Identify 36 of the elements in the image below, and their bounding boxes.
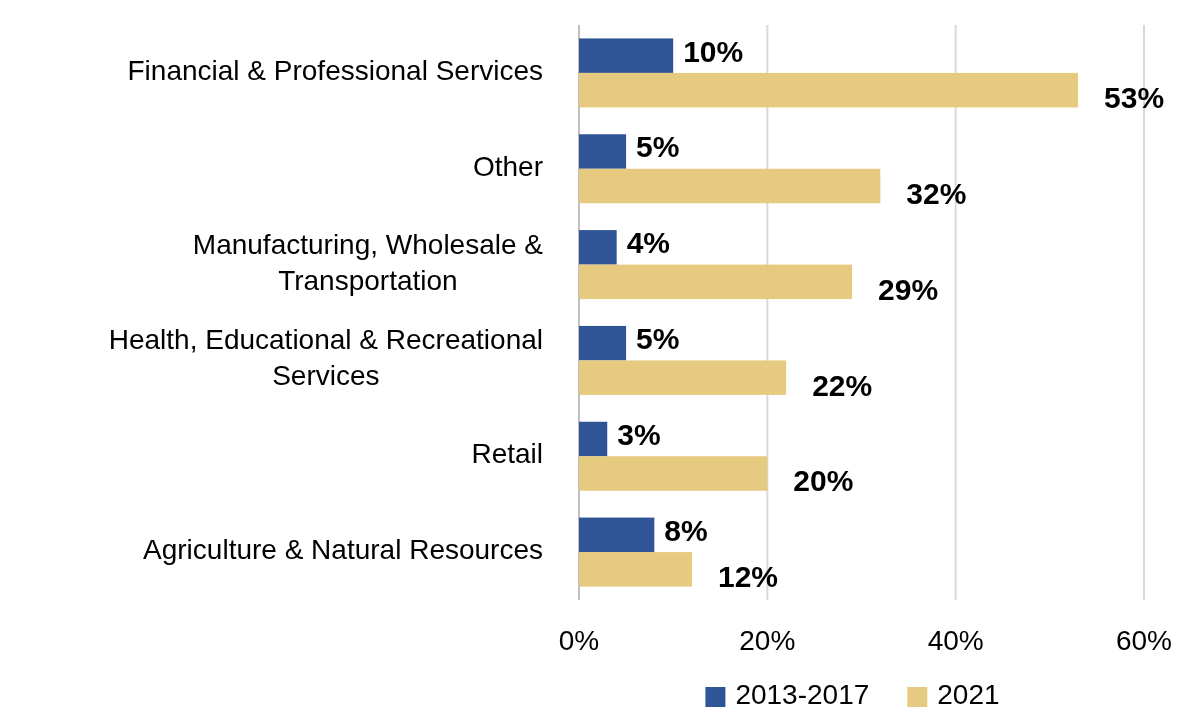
bar bbox=[579, 72, 1079, 108]
y-tick-label: Retail bbox=[471, 438, 543, 470]
x-tick-label: 40% bbox=[927, 625, 984, 656]
y-tick-label: Financial & Professional Services bbox=[127, 55, 543, 87]
bar bbox=[579, 456, 768, 491]
data-label: 20% bbox=[793, 464, 854, 498]
bar bbox=[579, 134, 627, 169]
bar bbox=[579, 360, 787, 395]
legend-label: 2021 bbox=[937, 679, 1000, 711]
bar bbox=[579, 552, 692, 587]
y-tick-label: Manufacturing, Wholesale & Transportation bbox=[192, 228, 544, 296]
x-tick-label: 60% bbox=[1115, 625, 1173, 656]
data-label: 32% bbox=[906, 176, 967, 210]
data-label: 22% bbox=[812, 368, 873, 402]
y-tick-label: Agriculture & Natural Resources bbox=[143, 534, 543, 566]
legend-label: 2013-2017 bbox=[735, 679, 870, 711]
data-label: 53% bbox=[1104, 81, 1165, 115]
data-label: 3% bbox=[617, 417, 661, 451]
bar bbox=[579, 38, 674, 73]
y-tick-label: Health, Educational & Recreational Services bbox=[108, 324, 543, 392]
data-label: 4% bbox=[626, 226, 671, 260]
bar bbox=[579, 230, 617, 265]
data-label: 8% bbox=[664, 513, 708, 547]
data-label: 5% bbox=[636, 322, 680, 356]
bar bbox=[579, 264, 853, 300]
x-tick-label: 20% bbox=[739, 625, 796, 656]
bar bbox=[579, 325, 627, 361]
data-label: 29% bbox=[878, 272, 939, 306]
data-label: 10% bbox=[683, 34, 744, 68]
bar bbox=[579, 168, 881, 204]
data-label: 12% bbox=[718, 560, 779, 594]
bar bbox=[579, 421, 608, 457]
data-label: 5% bbox=[636, 130, 680, 164]
x-tick-label: 0% bbox=[558, 625, 600, 656]
bar bbox=[579, 517, 655, 553]
y-tick-label: Other bbox=[472, 151, 543, 183]
